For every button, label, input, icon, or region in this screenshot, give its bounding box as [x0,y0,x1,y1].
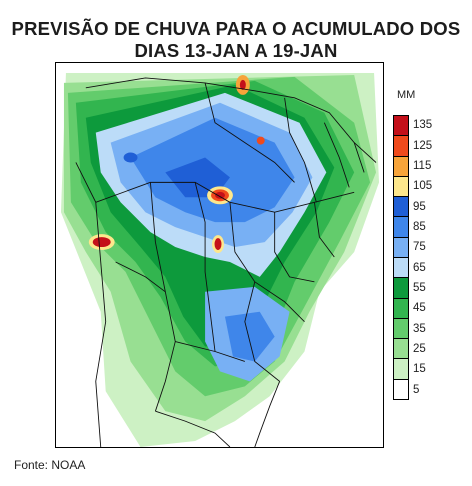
legend-label-35: 35 [413,322,426,335]
legend-swatch-55 [394,278,408,299]
map-title-line-2: DIAS 13-JAN A 19-JAN [134,40,338,61]
map-title-line-1: PREVISÃO DE CHUVA PARA O ACUMULADO DOS [11,18,461,39]
legend-swatch-85 [394,217,408,238]
source-credit: Fonte: NOAA [14,458,86,472]
legend-label-75: 75 [413,241,426,254]
legend-swatch-25 [394,339,408,360]
legend-swatch-125 [394,136,408,157]
rainfall-map-canvas [56,63,383,447]
legend-swatch-105 [394,176,408,198]
legend-label-85: 85 [413,220,426,233]
rain-zone-south-blue-core [224,311,275,362]
rain-cell-135mm [215,191,225,199]
legend-swatch-35 [394,318,408,340]
rain-zone-95mm [165,157,230,198]
legend-swatch-135 [394,116,408,137]
legend-label-105: 105 [413,180,433,193]
rain-cell-northeast-125mm [256,136,265,145]
legend-swatch-75 [394,237,408,258]
rain-cell-west-135mm [92,237,111,248]
legend-label-25: 25 [413,343,426,356]
map-title: PREVISÃO DE CHUVA PARA O ACUMULADO DOS D… [0,18,472,62]
legend-label-135: 135 [413,119,433,132]
legend-unit: MM [397,89,416,101]
legend-swatch-115 [394,156,408,177]
legend-swatch-95 [394,197,408,218]
legend-swatch-15 [394,359,408,380]
rain-cell-lowblue [123,152,138,163]
rainfall-forecast-map [55,62,384,448]
legend-swatch-65 [394,257,408,279]
legend-label-55: 55 [413,282,426,295]
legend-swatch-45 [394,298,408,319]
color-legend-labels: 135 125 115 105 95 85 75 65 55 45 35 25 15 5 [413,0,468,486]
rain-cell-north-135mm [239,79,246,90]
legend-label-115: 115 [413,159,432,172]
rain-cell-central-135mm [214,238,222,251]
boundary-lines [75,77,377,447]
legend-swatch-5 [394,379,408,399]
legend-label-5: 5 [413,383,420,396]
legend-label-15: 15 [413,363,426,376]
color-legend-bar [393,115,409,400]
legend-label-45: 45 [413,302,426,315]
legend-label-95: 95 [413,200,426,213]
legend-label-125: 125 [413,139,433,152]
legend-label-65: 65 [413,261,426,274]
